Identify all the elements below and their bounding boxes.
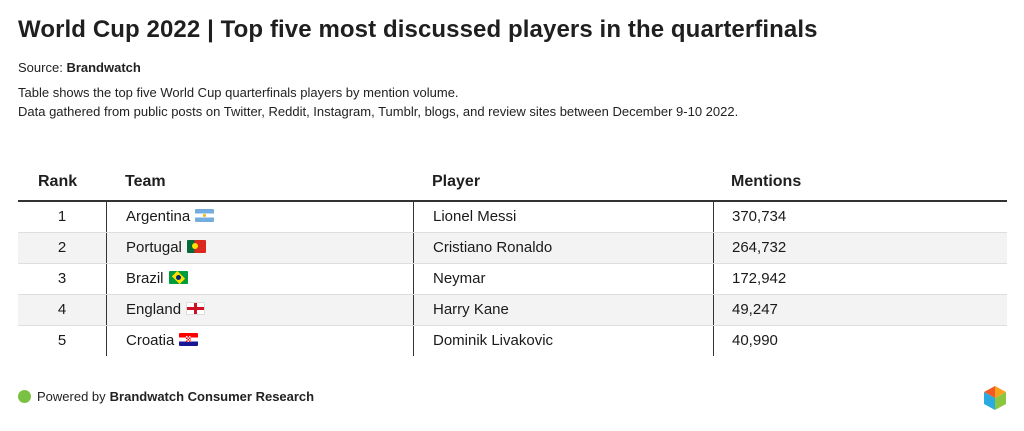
table-row: 3 Brazil Neymar 172,942	[18, 264, 1007, 295]
mentions-cell: 264,732	[713, 233, 1007, 263]
team-name: Argentina	[126, 208, 191, 225]
england-flag-icon	[186, 302, 206, 315]
team-name: Croatia	[126, 332, 175, 349]
powered-label: Powered by	[37, 389, 106, 404]
source-label: Source:	[18, 60, 63, 75]
header-mentions: Mentions	[731, 172, 802, 190]
team-cell: Brazil	[106, 264, 413, 294]
mentions-cell: 49,247	[713, 295, 1007, 325]
mentions-cell: 40,990	[713, 326, 1007, 356]
table-header: Rank Team Player Mentions	[18, 163, 1007, 202]
player-cell: Lionel Messi	[413, 202, 713, 232]
table-row: 2 Portugal Cristiano Ronaldo 264,732	[18, 233, 1007, 264]
rank-cell: 4	[57, 301, 67, 318]
source-line: Source: Brandwatch	[18, 60, 141, 75]
argentina-flag-icon	[195, 209, 215, 222]
team-cell: Croatia	[106, 326, 413, 356]
green-dot-icon	[18, 390, 31, 403]
table-row: 1 Argentina Lionel Messi 370,734	[18, 202, 1007, 233]
rank-cell: 2	[57, 239, 67, 256]
player-cell: Neymar	[413, 264, 713, 294]
team-cell: Portugal	[106, 233, 413, 263]
brandwatch-logo-icon	[984, 386, 1006, 410]
header-rank: Rank	[38, 172, 78, 190]
player-cell: Dominik Livakovic	[413, 326, 713, 356]
croatia-flag-icon	[179, 333, 199, 346]
chart-title: World Cup 2022 | Top five most discussed…	[18, 16, 818, 43]
description: Table shows the top five World Cup quart…	[18, 83, 738, 121]
header-player: Player	[432, 172, 481, 190]
mentions-cell: 172,942	[713, 264, 1007, 294]
player-cell: Harry Kane	[413, 295, 713, 325]
description-line-2: Data gathered from public posts on Twitt…	[18, 104, 739, 119]
team-name: England	[126, 301, 182, 318]
rank-cell: 5	[57, 332, 67, 349]
portugal-flag-icon	[186, 240, 206, 253]
rank-cell: 1	[57, 208, 67, 225]
team-cell: Argentina	[106, 202, 413, 232]
player-cell: Cristiano Ronaldo	[413, 233, 713, 263]
source-name: Brandwatch	[66, 60, 141, 75]
team-name: Brazil	[126, 270, 164, 287]
description-line-1: Table shows the top five World Cup quart…	[18, 85, 459, 100]
players-table: Rank Team Player Mentions 1 Argentina Li…	[18, 163, 1007, 356]
team-cell: England	[106, 295, 413, 325]
table-row: 5 Croatia Dominik Livakovic 40,990	[18, 326, 1007, 356]
powered-name: Brandwatch Consumer Research	[109, 389, 315, 404]
brazil-flag-icon	[168, 271, 188, 284]
mentions-cell: 370,734	[713, 202, 1007, 232]
rank-cell: 3	[57, 270, 67, 287]
team-name: Portugal	[126, 239, 182, 256]
header-team: Team	[125, 172, 166, 190]
footer: Powered by Brandwatch Consumer Research	[18, 389, 314, 404]
table-row: 4 England Harry Kane 49,247	[18, 295, 1007, 326]
